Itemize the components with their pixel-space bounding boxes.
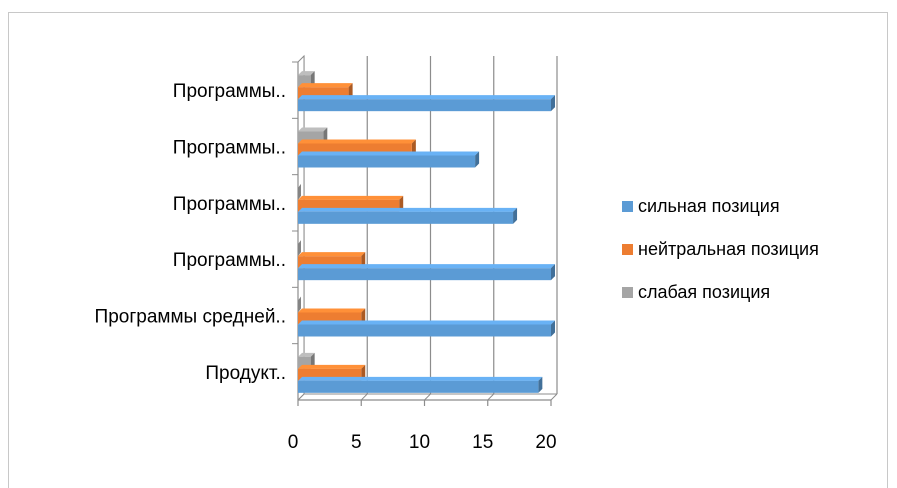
bar-top (298, 83, 353, 88)
legend-swatch (622, 244, 633, 255)
chart-frame (8, 12, 888, 488)
bar-end (551, 95, 555, 112)
floor-gridline (360, 393, 368, 401)
bar-top (298, 364, 366, 369)
bars (298, 71, 555, 393)
bar (298, 320, 555, 337)
bar-top (298, 252, 366, 257)
bar-top (298, 195, 404, 200)
bar-side (298, 183, 301, 200)
bar-top (298, 264, 555, 269)
bar-top (298, 352, 315, 357)
bar-end (551, 264, 555, 281)
legend-label: слабая позиция (638, 282, 770, 302)
x-tick-label: 10 (409, 432, 430, 453)
legend-swatch (622, 287, 633, 298)
bar (298, 207, 518, 224)
bar-front (298, 268, 551, 281)
category-label: Программы средней.. (95, 307, 286, 328)
x-tick-labels: 0 5 10 15 20 (288, 432, 557, 453)
bar-top (298, 95, 555, 100)
bar-end (538, 376, 543, 393)
bar-side (298, 240, 301, 257)
bar (298, 151, 480, 168)
category-label: Продукт.. (205, 363, 286, 384)
legend-label: нейтральная позиция (638, 239, 819, 259)
bar-end (513, 207, 518, 224)
bar (298, 240, 301, 257)
floor-gridline (487, 393, 495, 401)
bar-front (298, 155, 476, 168)
bar-top (298, 139, 416, 144)
bar-side (298, 296, 301, 313)
bar (298, 183, 301, 200)
bar-top (298, 308, 366, 313)
x-tick-label: 5 (351, 432, 362, 453)
legend: сильная позиция нейтральная позиция слабая… (622, 196, 819, 302)
bar-top (298, 376, 543, 381)
bar-end (551, 320, 555, 337)
bar (298, 296, 301, 313)
legend-swatch (622, 201, 633, 212)
category-label: Программы.. (173, 250, 286, 271)
bar-top (298, 127, 328, 132)
category-label: Программы.. (173, 81, 286, 102)
x-tick-label: 15 (472, 432, 493, 453)
bar-top (298, 151, 480, 156)
floor-gridline (424, 393, 431, 401)
category-labels: Программы.. Программы.. Программы.. Програм… (95, 81, 286, 384)
category-label: Программы.. (173, 138, 286, 159)
x-tick-label: 20 (535, 432, 556, 453)
bar (298, 264, 555, 281)
bar-front (298, 211, 514, 224)
axes (292, 61, 552, 406)
bar-front (298, 324, 551, 337)
category-label: Программы.. (173, 194, 286, 215)
bar-top (298, 207, 518, 212)
bar-top (298, 320, 555, 325)
bar (298, 376, 543, 393)
bar-end (475, 151, 480, 168)
legend-label: сильная позиция (638, 196, 780, 216)
x-tick-label: 0 (288, 432, 299, 453)
bar-front (298, 99, 551, 112)
bar-top (298, 71, 315, 76)
bar (298, 95, 555, 112)
bar-front (298, 380, 539, 393)
floor-gridline (550, 393, 558, 401)
